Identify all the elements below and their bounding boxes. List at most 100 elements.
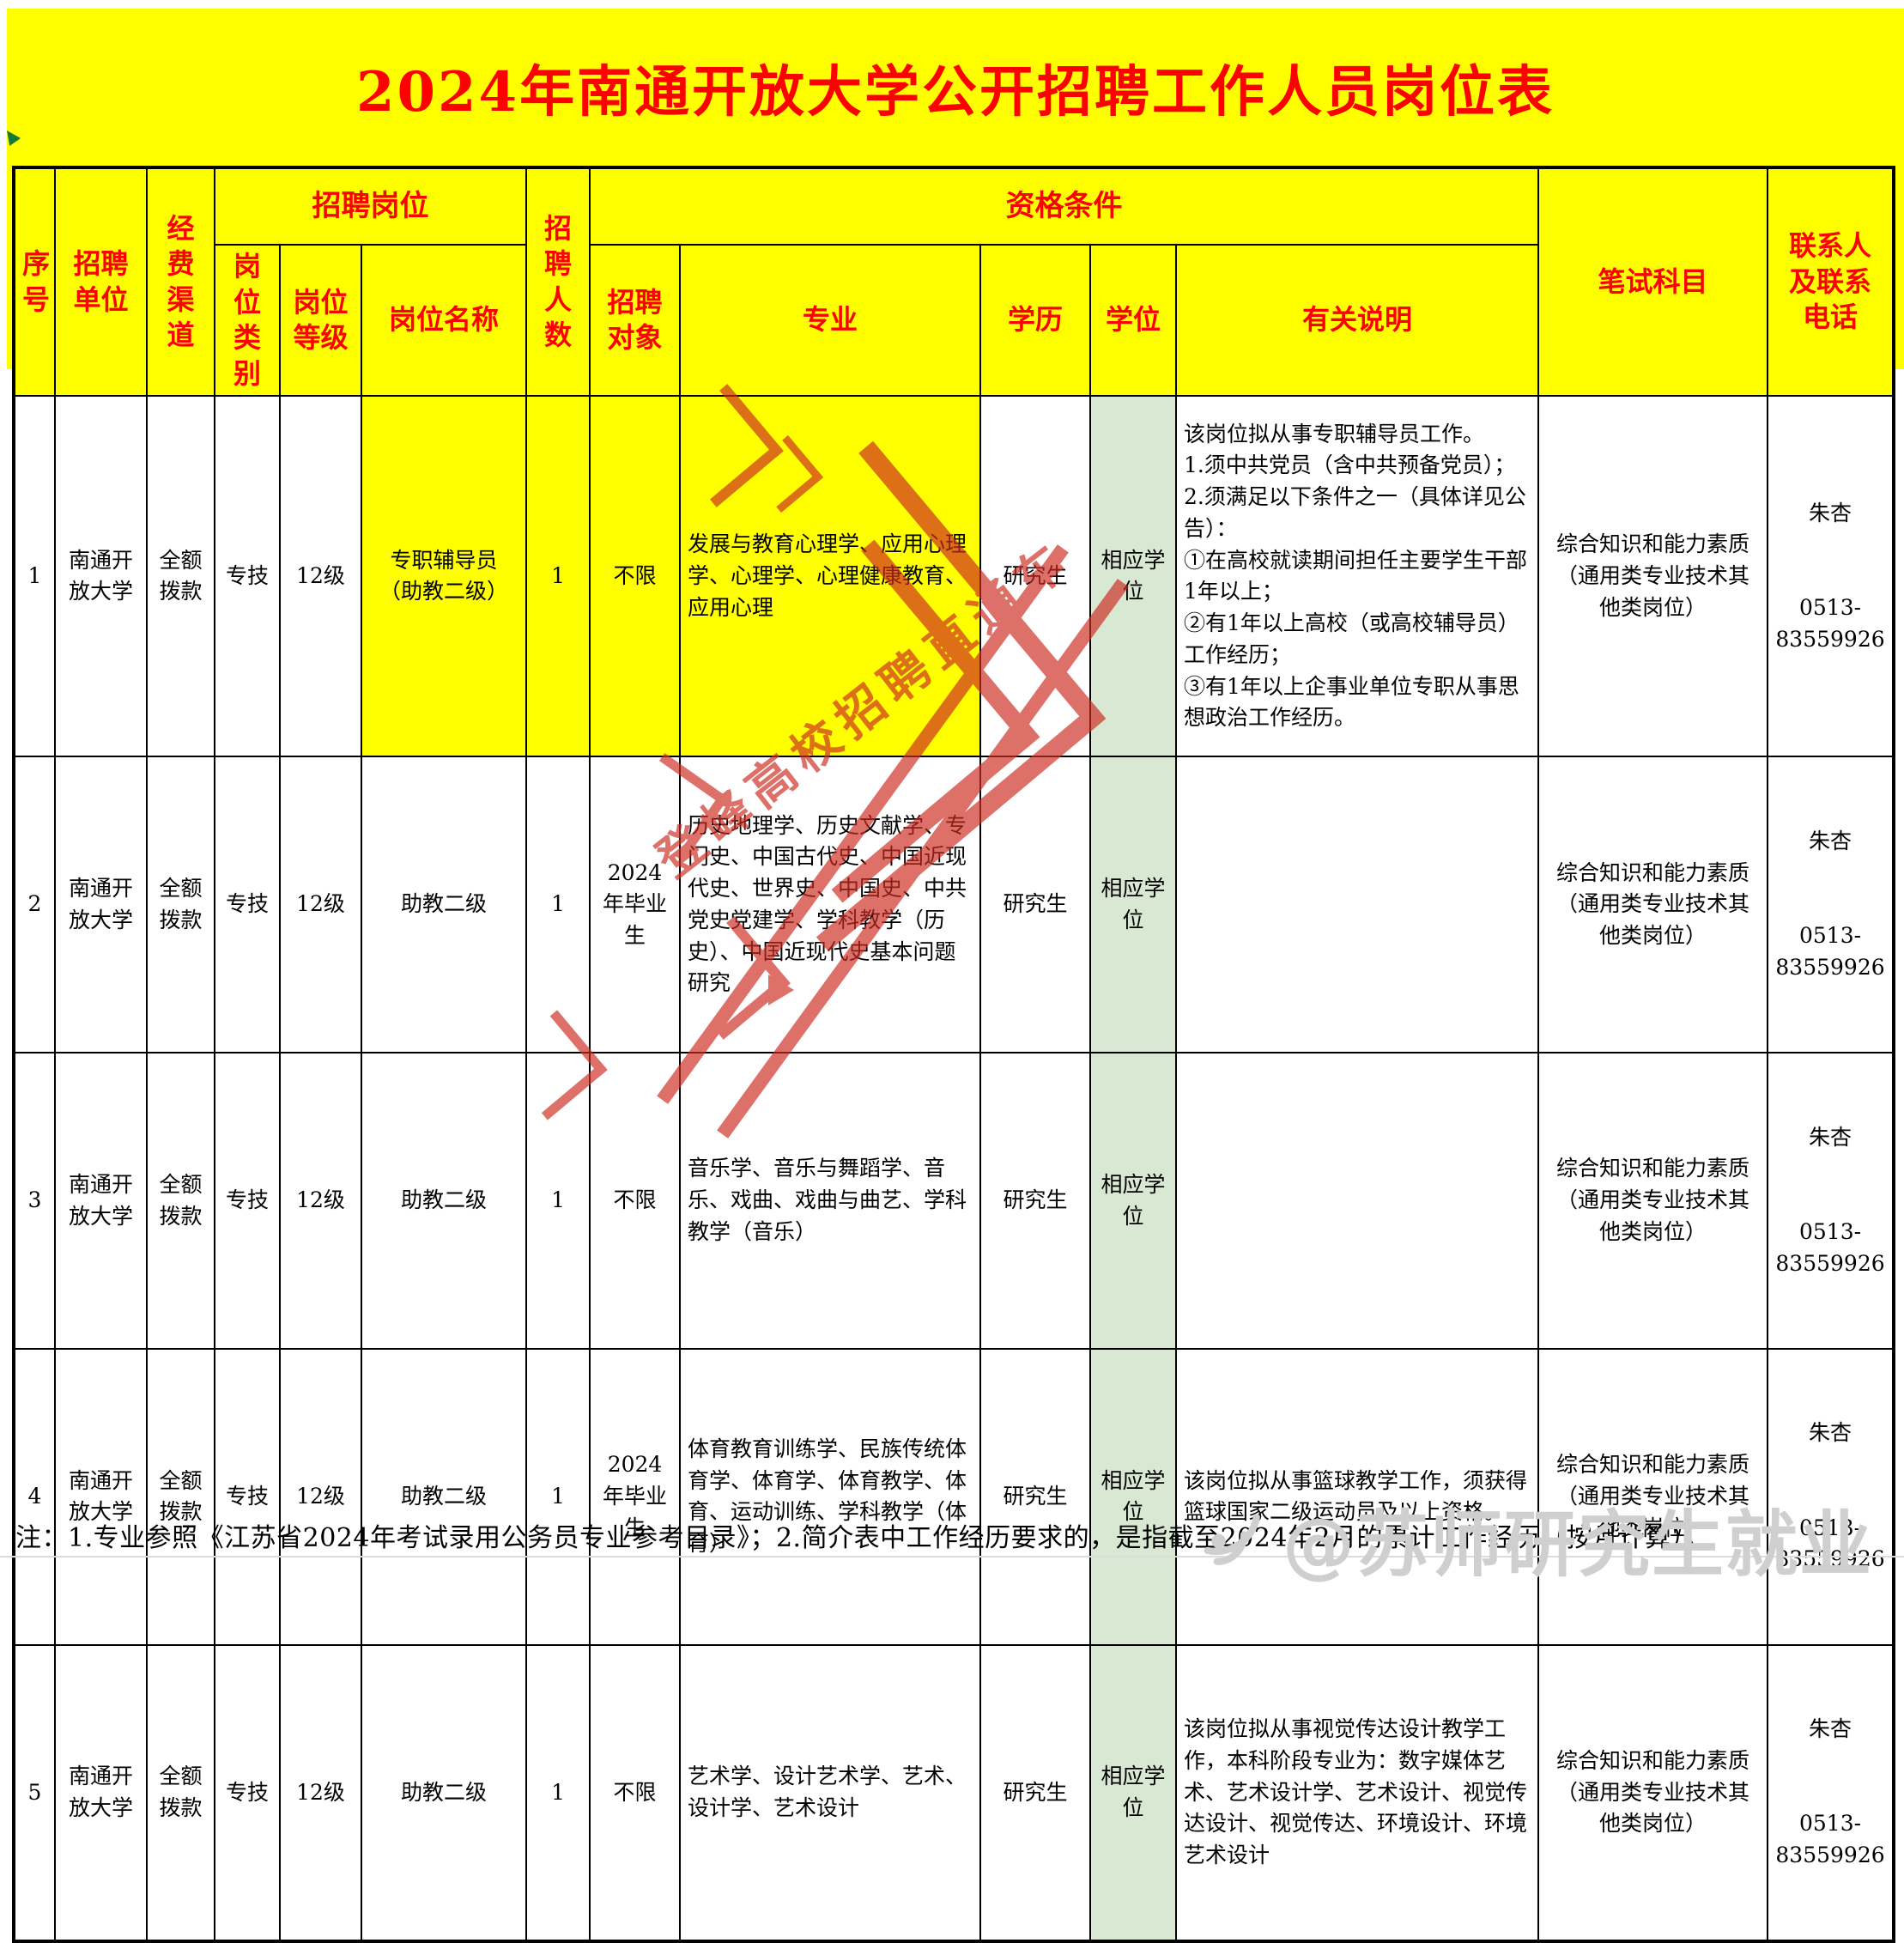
- header-seq: 序号: [13, 166, 56, 398]
- header-exam: 笔试科目: [1537, 166, 1769, 398]
- cell-degree: 相应学位: [1089, 395, 1178, 758]
- cell-seq: 5: [13, 1643, 56, 1943]
- cell-contact: 朱杏 0513-83559926: [1767, 1347, 1895, 1646]
- divider-line: [0, 1556, 1904, 1557]
- table-row: 2 南通开放大学 全额拨款 专技 12级 助教二级 1 2024年毕业生 历史地…: [13, 756, 1895, 1054]
- contact-name: 朱杏: [1809, 500, 1852, 525]
- cell-post-level: 12级: [279, 1643, 362, 1943]
- footnote: 注：1.专业参照《江苏省2024年考试录用公务员专业参考目录》；2.简介表中工作…: [15, 1523, 1711, 1553]
- cell-contact: 朱杏 0513-83559926: [1767, 756, 1895, 1054]
- contact-phone: 0513-83559926: [1775, 1218, 1885, 1276]
- cell-unit: 南通开放大学: [54, 756, 148, 1054]
- contact-phone: 0513-83559926: [1775, 1811, 1885, 1868]
- cell-post-name: 助教二级: [360, 1347, 528, 1646]
- cell-major: 历史地理学、历史文献学、专门史、中国古代史、中国近现代史、世界史、中国史、中共党…: [679, 756, 982, 1054]
- contact-name: 朱杏: [1809, 828, 1852, 853]
- header-degree: 学位: [1089, 243, 1178, 398]
- cell-target: 2024年毕业生: [589, 1347, 682, 1646]
- cell-funding: 全额拨款: [146, 395, 215, 758]
- cell-post-type: 专技: [214, 1347, 281, 1646]
- contact-phone: 0513-83559926: [1775, 923, 1885, 980]
- cell-education: 研究生: [979, 1052, 1092, 1350]
- header-post-level: 岗位等级: [279, 243, 362, 398]
- cell-post-name: 专职辅导员 （助教二级）: [360, 395, 528, 758]
- cell-degree: 相应学位: [1089, 1052, 1178, 1350]
- header-funding: 经费渠道: [146, 166, 215, 398]
- cell-remarks: 该岗位拟从事视觉传达设计教学工作，本科阶段专业为：数字媒体艺术、艺术设计学、艺术…: [1175, 1643, 1540, 1943]
- cell-education: 研究生: [979, 1347, 1092, 1646]
- contact-name: 朱杏: [1809, 1420, 1852, 1446]
- cell-post-name: 助教二级: [360, 756, 528, 1054]
- page-title: 2024年南通开放大学公开招聘工作人员岗位表: [355, 59, 1555, 124]
- cell-funding: 全额拨款: [146, 1347, 215, 1646]
- cell-post-level: 12级: [279, 1052, 362, 1350]
- cell-exam: 综合知识和能力素质 （通用类专业技术其他类岗位）: [1537, 395, 1769, 758]
- header-headcount: 招聘人数: [525, 166, 591, 398]
- cell-exam: 综合知识和能力素质 （通用类专业技术其他类岗位）: [1537, 756, 1769, 1054]
- cell-unit: 南通开放大学: [54, 395, 148, 758]
- cell-post-type: 专技: [214, 1052, 281, 1350]
- cell-education: 研究生: [979, 756, 1092, 1054]
- cell-remarks: 该岗位拟从事篮球教学工作，须获得篮球国家二级运动员及以上资格。: [1175, 1347, 1540, 1646]
- cell-funding: 全额拨款: [146, 1643, 215, 1943]
- cell-target: 不限: [589, 1643, 682, 1943]
- cell-major: 体育教育训练学、民族传统体育学、体育学、体育教学、体育、运动训练、学科教学（体育…: [679, 1347, 982, 1646]
- cell-seq: 4: [13, 1347, 56, 1646]
- header-education: 学历: [979, 243, 1092, 398]
- cell-seq: 1: [13, 395, 56, 758]
- cell-target: 2024年毕业生: [589, 756, 682, 1054]
- cell-education: 研究生: [979, 395, 1092, 758]
- table-row: 3 南通开放大学 全额拨款 专技 12级 助教二级 1 不限 音乐学、音乐与舞蹈…: [13, 1052, 1895, 1350]
- cell-post-name: 助教二级: [360, 1643, 528, 1943]
- cell-remarks: 该岗位拟从事专职辅导员工作。 1.须中共党员（含中共预备党员）； 2.须满足以下…: [1175, 395, 1540, 758]
- table-row: 1 南通开放大学 全额拨款 专技 12级 专职辅导员 （助教二级） 1 不限 发…: [13, 395, 1895, 758]
- header-unit: 招聘单位: [54, 166, 148, 398]
- cell-post-level: 12级: [279, 1347, 362, 1646]
- contact-name: 朱杏: [1809, 1716, 1852, 1742]
- cell-exam: 综合知识和能力素质 （通用类专业技术其他类岗位）: [1537, 1643, 1769, 1943]
- cell-major: 艺术学、设计艺术学、艺术、设计学、艺术设计: [679, 1643, 982, 1943]
- cell-unit: 南通开放大学: [54, 1347, 148, 1646]
- header-qualifications-group: 资格条件: [589, 167, 1540, 246]
- header-post-group: 招聘岗位: [213, 167, 528, 246]
- cell-target: 不限: [589, 395, 682, 758]
- header-post-name: 岗位名称: [360, 243, 528, 398]
- cell-remarks: [1175, 1052, 1540, 1350]
- header-remarks: 有关说明: [1175, 243, 1540, 398]
- cell-seq: 2: [13, 756, 56, 1054]
- cell-headcount: 1: [525, 1643, 591, 1943]
- cell-exam: 综合知识和能力素质 （通用类专业技术其他类岗位）: [1537, 1052, 1769, 1350]
- cell-seq: 3: [13, 1052, 56, 1350]
- cell-contact: 朱杏 0513-83559926: [1767, 395, 1895, 758]
- contact-phone: 0513-83559926: [1775, 594, 1885, 652]
- cell-education: 研究生: [979, 1643, 1092, 1943]
- cell-post-level: 12级: [279, 756, 362, 1054]
- header-contact: 联系人及联系电话: [1767, 166, 1895, 398]
- cell-degree: 相应学位: [1089, 1347, 1178, 1646]
- cell-headcount: 1: [525, 395, 591, 758]
- header-post-type: 岗位类别: [214, 243, 281, 398]
- table-row: 5 南通开放大学 全额拨款 专技 12级 助教二级 1 不限 艺术学、设计艺术学…: [13, 1643, 1895, 1943]
- cell-funding: 全额拨款: [146, 756, 215, 1054]
- cell-post-type: 专技: [214, 756, 281, 1054]
- cell-headcount: 1: [525, 1347, 591, 1646]
- header-target: 招聘对象: [589, 243, 682, 398]
- cell-post-name: 助教二级: [360, 1052, 528, 1350]
- cell-funding: 全额拨款: [146, 1052, 215, 1350]
- job-table: 序号 招聘单位 经费渠道 招聘岗位 招聘人数 资格条件 笔试科目 联系人及联系电…: [12, 166, 1896, 1943]
- cell-remarks: [1175, 756, 1540, 1054]
- header-major: 专业: [679, 243, 982, 398]
- cell-major: 音乐学、音乐与舞蹈学、音乐、戏曲、戏曲与曲艺、学科教学（音乐）: [679, 1052, 982, 1350]
- cell-post-level: 12级: [279, 395, 362, 758]
- cell-target: 不限: [589, 1052, 682, 1350]
- cell-headcount: 1: [525, 756, 591, 1054]
- cell-major: 发展与教育心理学、应用心理学、心理学、心理健康教育、应用心理: [679, 395, 982, 758]
- cell-exam: 综合知识和能力素质 （通用类专业技术其他类岗位）: [1537, 1347, 1769, 1646]
- contact-name: 朱杏: [1809, 1124, 1852, 1150]
- cell-headcount: 1: [525, 1052, 591, 1350]
- table-row: 4 南通开放大学 全额拨款 专技 12级 助教二级 1 2024年毕业生 体育教…: [13, 1347, 1895, 1646]
- cell-unit: 南通开放大学: [54, 1643, 148, 1943]
- cell-unit: 南通开放大学: [54, 1052, 148, 1350]
- cell-post-type: 专技: [214, 1643, 281, 1943]
- cell-degree: 相应学位: [1089, 1643, 1178, 1943]
